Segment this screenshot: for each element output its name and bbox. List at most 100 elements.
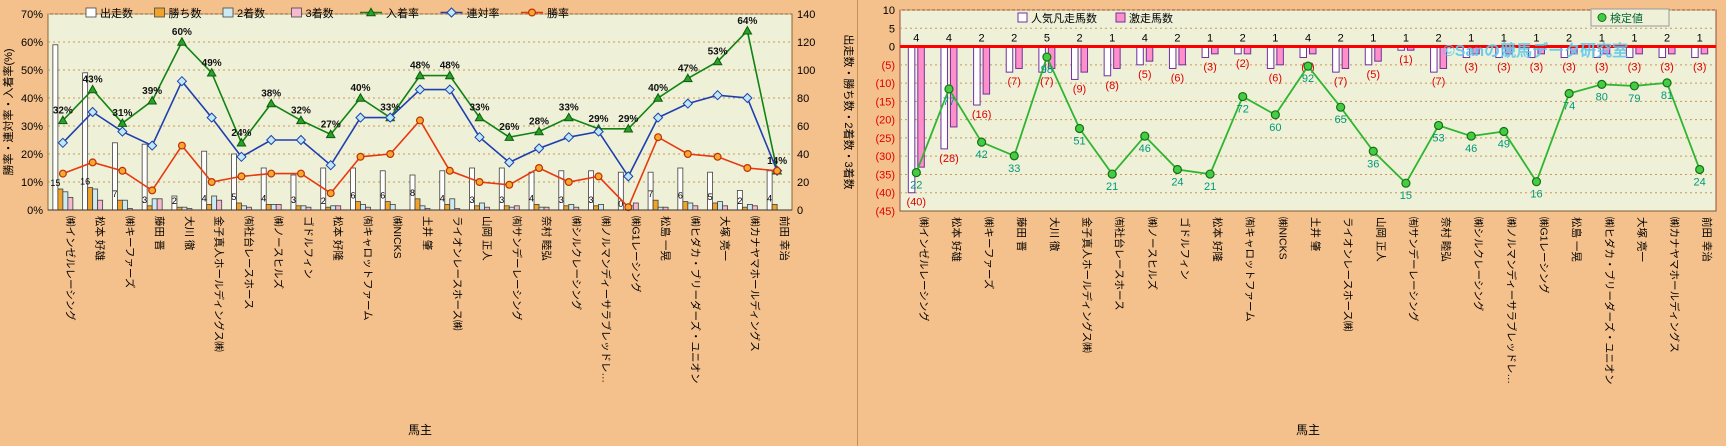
circle-marker-test-value	[1270, 110, 1280, 120]
triangle-marker-place-rate	[236, 137, 247, 147]
diamond-marker-quinella-rate	[742, 92, 753, 104]
legend-swatch-wins	[154, 7, 165, 18]
x-category-label: ㈱G1レーシング	[629, 216, 642, 293]
x-category-label: 松本 好隆	[1211, 217, 1224, 262]
diamond-marker-quinella-rate	[563, 131, 575, 143]
poor-run-rate-label: (3)	[1562, 62, 1575, 74]
circle-marker-test-value	[1009, 151, 1019, 161]
y-tick-right: 0	[797, 205, 803, 217]
place-rate-label: 48%	[410, 61, 430, 72]
y-tick-right: 120	[797, 37, 815, 49]
bar-seconds	[300, 205, 307, 211]
wins-count-label: 3	[589, 195, 594, 205]
y-tick-left: 70%	[21, 9, 43, 21]
diamond-marker-quinella-rate	[414, 84, 426, 95]
x-category-label: ㈱G1レーシング	[1537, 217, 1550, 294]
bar-seconds	[241, 205, 247, 211]
circle-marker-win-rate	[118, 166, 127, 175]
poor-run-rate-label: (3)	[1660, 62, 1673, 74]
bar-seconds	[330, 205, 337, 211]
poor-run-count-label: 1	[1697, 33, 1703, 45]
x-category-label: 大川 徹	[183, 216, 196, 251]
diamond-marker-quinella-rate	[682, 98, 694, 109]
bar-unpopular-poor-runs	[1299, 46, 1307, 59]
poor-run-count-label: 2	[1566, 33, 1572, 45]
x-category-label: 山岡 正人	[481, 216, 493, 261]
bar-thirds	[67, 196, 74, 211]
diamond-marker-quinella-rate	[355, 112, 366, 123]
wins-count-label: 5	[708, 192, 713, 202]
circle-marker-test-value	[1172, 164, 1183, 175]
circle-marker-test-value	[1205, 169, 1215, 179]
poor-run-count-label: 2	[979, 33, 985, 45]
place-rate-label: 28%	[529, 117, 549, 128]
poor-run-rate-label: (3)	[1595, 62, 1608, 74]
test-value-label: 46	[1465, 143, 1477, 155]
y-tick: (10)	[875, 78, 895, 90]
y-tick-left: 30%	[21, 121, 43, 133]
test-value-label: 16	[1530, 189, 1542, 201]
bar-wins	[384, 201, 391, 211]
bar-unpopular-poor-runs	[1136, 46, 1144, 66]
watermark: ©Sanの競馬データ研究室	[1443, 41, 1628, 60]
bar-wins	[771, 203, 778, 211]
diamond-marker-quinella-rate	[176, 75, 188, 87]
y-tick-left: 40%	[21, 93, 43, 105]
bar-starts	[439, 170, 446, 211]
y-tick-right: 140	[797, 9, 815, 21]
x-axis-title: 馬主	[408, 423, 432, 437]
circle-marker-test-value	[1629, 81, 1640, 91]
y-tick: 0	[889, 42, 895, 54]
poor-run-count-label: 1	[1207, 33, 1213, 45]
x-category-label: ㈱キーファーズ	[983, 217, 996, 289]
x-category-label: ㈲サンデーレーシング	[510, 216, 523, 321]
y-tick-left: 10%	[21, 177, 43, 189]
poor-run-rate-label: (40)	[907, 197, 927, 209]
poor-run-rate-label: (28)	[939, 153, 959, 165]
place-rate-label: 14%	[767, 156, 787, 167]
poor-run-count-label: 2	[1174, 33, 1180, 45]
triangle-marker-place-rate	[653, 92, 664, 102]
poor-run-rate-label: (2)	[1236, 58, 1249, 70]
poor-run-count-label: 5	[1044, 33, 1050, 45]
x-category-label: 松島 一晃	[659, 216, 672, 261]
poor-run-count-label: 2	[1664, 33, 1670, 45]
legend-label-wins: 勝ち数	[169, 6, 202, 20]
bar-wins	[444, 203, 451, 211]
bar-unpopular-poor-runs	[1005, 46, 1014, 73]
bar-wins	[593, 205, 599, 211]
bar-thirds	[722, 205, 728, 211]
legend-label-starts: 出走数	[100, 6, 133, 20]
test-value-label: 79	[1628, 93, 1640, 105]
bar-strong-runs	[1178, 46, 1186, 66]
x-category-label: 大塚 亮一	[719, 216, 732, 261]
bar-wins	[652, 199, 659, 211]
place-rate-label: 33%	[380, 103, 400, 114]
circle-marker-test-value	[1531, 177, 1542, 187]
kenteichi-chart-panel: (45) (40) (35) (30) (25) (20) (15) (10) (5) 0 5 10 4…	[857, 0, 1726, 446]
bar-seconds	[717, 201, 723, 211]
test-value-label: 24	[1171, 177, 1183, 189]
triangle-marker-place-rate	[474, 112, 485, 122]
bar-strong-runs	[917, 46, 925, 168]
circle-marker-win-rate	[624, 203, 633, 212]
place-rate-label: 33%	[559, 103, 579, 114]
y-tick: (45)	[875, 206, 895, 218]
y-tick-right: 20	[797, 177, 809, 189]
diamond-marker-quinella-rate	[236, 151, 247, 163]
legend-marker-test-value	[1597, 13, 1607, 22]
bar-wins	[712, 202, 718, 211]
bar-unpopular-poor-runs	[1201, 46, 1210, 59]
legend-swatch-seconds	[222, 7, 234, 18]
wins-count-label: 4	[202, 193, 207, 203]
bar-seconds	[92, 188, 99, 211]
triangle-marker-place-rate	[57, 115, 68, 125]
triangle-marker-place-rate	[266, 98, 277, 108]
bar-wins	[146, 205, 153, 211]
test-value-label: 60	[1269, 122, 1281, 134]
diamond-marker-quinella-rate	[206, 112, 217, 123]
bar-wins	[474, 205, 480, 211]
poor-run-rate-label: (7)	[1334, 76, 1347, 88]
bar-seconds	[360, 203, 366, 211]
place-rate-label: 32%	[53, 105, 73, 116]
